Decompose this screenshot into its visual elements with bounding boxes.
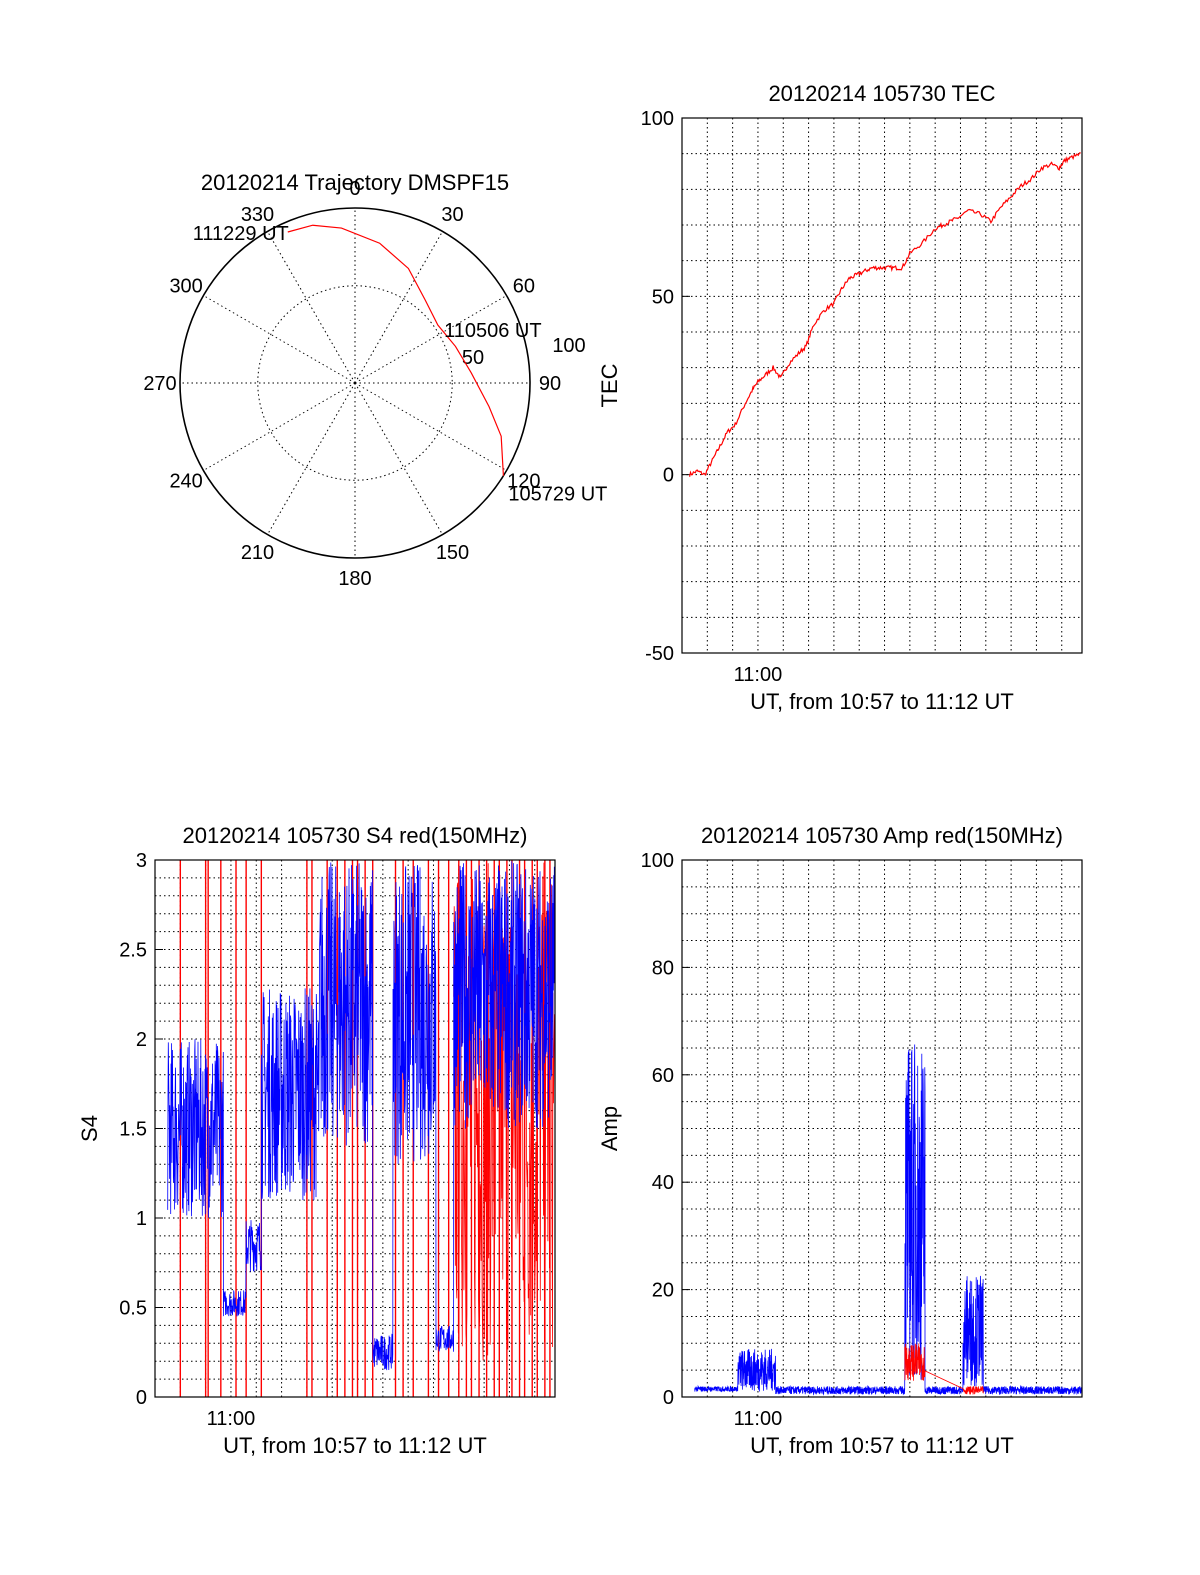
y-tick-label: 3 <box>136 850 147 872</box>
y-axis-label: TEC <box>597 363 622 407</box>
plot-frame <box>681 117 1083 654</box>
chart-title: 20120214 105730 S4 red(150MHz) <box>183 823 528 848</box>
azimuth-label-150: 150 <box>436 542 469 564</box>
y-tick-label: 100 <box>641 108 674 130</box>
x-tick-label: 11:00 <box>734 1408 783 1430</box>
amp-red-line <box>904 1343 984 1396</box>
y-tick-label: 40 <box>652 1172 674 1194</box>
polar-title: 20120214 Trajectory DMSPF15 <box>201 170 509 195</box>
y-tick-label: 0.5 <box>119 1298 147 1320</box>
y-tick-label: 80 <box>652 957 674 979</box>
azimuth-label-180: 180 <box>338 568 371 590</box>
azimuth-label-0: 0 <box>349 178 360 200</box>
x-tick-label: 11:00 <box>734 664 783 686</box>
x-axis-label: UT, from 10:57 to 11:12 UT <box>223 1433 487 1458</box>
chart-panel-3: 20120214 105730 Amp red(150MHz) 0 20 40 60 80… <box>597 823 1083 1458</box>
trajectory-label-2: 105729 UT <box>508 484 607 506</box>
y-tick-label: 2.5 <box>119 940 147 962</box>
azimuth-label-300: 300 <box>169 276 202 298</box>
radius-label-50: 50 <box>462 347 484 369</box>
y-tick-label: -50 <box>645 643 674 665</box>
trajectory-label-1: 110506 UT <box>444 320 541 342</box>
azimuth-label-270: 270 <box>143 373 176 395</box>
x-axis-label: UT, from 10:57 to 11:12 UT <box>750 689 1014 714</box>
trajectory-line <box>287 224 505 476</box>
azimuth-label-90: 90 <box>539 373 561 395</box>
s4-blue-line <box>167 861 556 1371</box>
chart-panel-2: 20120214 105730 S4 red(150MHz) 0 0.5 1 1.5 2 2… <box>77 823 556 1458</box>
y-tick-label: 1.5 <box>119 1119 147 1141</box>
y-tick-label: 0 <box>663 465 674 487</box>
azimuth-label-30: 30 <box>441 204 463 226</box>
tec-series-line <box>689 152 1081 477</box>
chart-panel-1: 20120214 105730 TEC -50 0 50 100 11:00 UT, fro… <box>597 81 1083 714</box>
polar-ring-50 <box>257 285 453 481</box>
plot-frame <box>681 859 1083 1398</box>
y-axis-label: S4 <box>77 1115 102 1142</box>
azimuth-label-60: 60 <box>513 276 535 298</box>
y-tick-label: 100 <box>641 850 674 872</box>
polar-spoke-300 <box>203 295 356 384</box>
azimuth-label-210: 210 <box>241 542 274 564</box>
polar-outer-ring <box>179 207 531 559</box>
y-tick-label: 2 <box>136 1029 147 1051</box>
polar-spoke-240 <box>203 382 356 471</box>
plot-frame <box>154 859 556 1398</box>
amp-blue-line <box>694 1044 1083 1396</box>
azimuth-label-120: 120 <box>507 471 540 493</box>
y-tick-label: 60 <box>652 1065 674 1087</box>
azimuth-label-240: 240 <box>169 471 202 493</box>
trajectory-label-0: 111229 UT <box>193 223 289 245</box>
y-tick-label: 20 <box>652 1280 674 1302</box>
polar-spoke-330 <box>267 231 356 384</box>
azimuth-label-330: 330 <box>241 204 274 226</box>
y-tick-label: 50 <box>652 286 674 308</box>
radius-label-100: 100 <box>552 335 585 357</box>
polar-spoke-210 <box>267 382 356 535</box>
polar-spoke-150 <box>354 382 443 535</box>
y-tick-label: 0 <box>663 1387 674 1409</box>
y-tick-label: 0 <box>136 1387 147 1409</box>
x-axis-label: UT, from 10:57 to 11:12 UT <box>750 1433 1014 1458</box>
y-axis-label: Amp <box>597 1106 622 1151</box>
chart-title: 20120214 105730 Amp red(150MHz) <box>701 823 1063 848</box>
chart-title: 20120214 105730 TEC <box>768 81 995 106</box>
y-tick-label: 1 <box>136 1208 147 1230</box>
x-tick-label: 11:00 <box>207 1408 256 1430</box>
